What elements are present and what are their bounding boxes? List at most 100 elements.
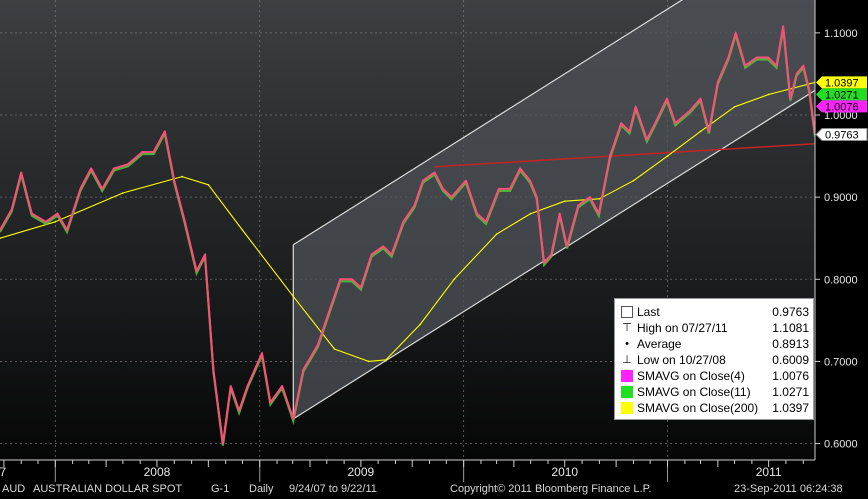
price-series-line-point xyxy=(195,270,198,272)
price-series-line-point xyxy=(529,179,531,182)
price-series-line-point xyxy=(382,245,385,248)
axis-tag-label: 1.0271 xyxy=(825,89,859,101)
price-series-line-point xyxy=(413,204,416,207)
legend-row: SMAVG on Close(4) 1.0076 xyxy=(619,368,809,384)
y-tick-label: 0.8000 xyxy=(824,274,858,286)
y-tick-label: 1.0000 xyxy=(824,110,858,122)
sma-200-line-point xyxy=(333,348,336,350)
legend-label: SMAVG on Close(200) xyxy=(637,401,759,415)
legend-square-icon xyxy=(621,386,633,398)
axis-tag-box xyxy=(816,76,867,89)
x-year-label: 2008 xyxy=(144,465,171,479)
price-series-line-point xyxy=(351,278,353,281)
legend-row: SMAVG on Close(200) 1.0397 xyxy=(619,400,809,416)
price-series-line-point xyxy=(229,385,232,387)
price-series-line-point xyxy=(666,97,668,100)
price-series-line-point xyxy=(390,253,393,256)
price-series-line-point xyxy=(543,262,545,264)
sma-200-line-point xyxy=(207,184,210,186)
price-series-line-point xyxy=(370,253,373,256)
price-series-line-point xyxy=(699,97,702,100)
moving-average-line xyxy=(0,81,815,363)
price-series-line-point xyxy=(465,179,467,182)
legend-label: Average xyxy=(637,337,682,351)
price-series-line-point xyxy=(222,442,224,445)
price-series-line-point xyxy=(577,204,579,207)
price-series-line-point xyxy=(184,220,186,223)
sma-200-line-point xyxy=(385,358,387,361)
footer-period: Daily xyxy=(249,483,274,495)
legend-average-icon: • xyxy=(625,338,629,350)
price-series-line-point xyxy=(476,212,478,215)
date-axis: 7 2008 2009 2010 2011 xyxy=(0,459,815,482)
legend-value: 0.6009 xyxy=(772,353,809,367)
footer-date-range: 9/24/07 to 9/22/11 xyxy=(289,483,377,495)
legend-label: SMAVG on Close(11) xyxy=(637,385,751,399)
price-series-line-point xyxy=(281,385,283,387)
price-series-line-point xyxy=(173,179,176,182)
legend-value: 1.0076 xyxy=(772,369,809,383)
price-axis: 0.6000 0.7000 0.8000 0.9000 1.0000 1.1000 xyxy=(814,0,858,460)
price-series-line-point xyxy=(163,130,166,133)
sma-200-line-point xyxy=(563,200,566,203)
legend-value: 0.8913 xyxy=(772,337,809,351)
price-series-line-point xyxy=(269,401,272,404)
price-series-line-point xyxy=(689,110,691,112)
price-series-line-point xyxy=(317,344,319,346)
y-tick-label: 1.1000 xyxy=(824,28,858,40)
legend-row: ⊥ Low on 10/27/08 0.6009 xyxy=(619,352,809,368)
y-tick-label: 0.7000 xyxy=(824,356,858,368)
price-series-line-point xyxy=(566,245,568,248)
price-series-line-point xyxy=(795,73,798,75)
sma-200-line-point xyxy=(598,197,601,200)
sma-200-line-point xyxy=(419,323,421,326)
price-series-line-point xyxy=(66,229,68,231)
price-series-line-point xyxy=(450,196,453,198)
legend-label: Low on 10/27/08 xyxy=(637,353,726,367)
price-series-line-point xyxy=(767,56,769,59)
price-series-line-point xyxy=(808,89,811,92)
legend-row: SMAVG on Close(11) 1.0271 xyxy=(619,384,809,400)
legend-row: Last 0.9763 xyxy=(619,304,809,320)
legend-value: 1.1081 xyxy=(772,321,809,335)
price-series-line-point xyxy=(45,220,47,223)
price-series-line-point xyxy=(550,253,553,256)
price-series-line-point xyxy=(536,196,538,198)
axis-tag: 0.9763 xyxy=(815,127,868,141)
price-series-line-point xyxy=(328,311,330,313)
price-series-line-point xyxy=(402,220,405,223)
axis-tag: 1.0271 xyxy=(816,88,867,101)
price-series-line-point xyxy=(756,56,758,59)
sma-200-line-point xyxy=(453,278,455,281)
price-series-line-point xyxy=(708,130,710,133)
price-series-line-point xyxy=(302,368,305,371)
price-series-line-point xyxy=(0,229,1,231)
price-series-line-point xyxy=(802,64,805,67)
channel-lower-line xyxy=(292,89,815,420)
x-year-label: 2010 xyxy=(551,465,578,479)
axis-tag-label: 0.9763 xyxy=(825,129,859,141)
price-series-line-point xyxy=(775,64,778,67)
price-series-line-point xyxy=(261,352,263,355)
legend-value: 0.9763 xyxy=(772,305,809,319)
sma-200-line-point xyxy=(122,192,124,194)
price-series-line-point xyxy=(113,167,115,170)
price-series-line-point xyxy=(620,122,622,125)
chart-footer: AUD AUSTRALIAN DOLLAR SPOT G-1 Daily 9/2… xyxy=(0,482,868,499)
axis-tag: 1.0397 xyxy=(816,76,867,89)
sma-200-line-point xyxy=(632,179,635,182)
price-series-line-point xyxy=(634,105,637,108)
price-series-line-point xyxy=(292,418,295,420)
price-series-line-point xyxy=(141,151,144,153)
legend-square-icon xyxy=(621,370,633,382)
price-series-line-point xyxy=(339,278,341,281)
price-series-line-point xyxy=(127,163,129,166)
price-series-line xyxy=(0,25,815,445)
legend-label: High on 07/27/11 xyxy=(637,321,728,335)
channel-fill xyxy=(293,0,815,419)
legend-low-icon: ⊥ xyxy=(622,354,632,366)
price-series-line-point xyxy=(238,409,240,412)
legend-row: • Average 0.8913 xyxy=(619,336,809,352)
legend-square-icon xyxy=(621,402,633,414)
